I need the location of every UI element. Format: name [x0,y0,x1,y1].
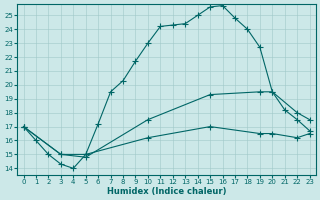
X-axis label: Humidex (Indice chaleur): Humidex (Indice chaleur) [107,187,226,196]
